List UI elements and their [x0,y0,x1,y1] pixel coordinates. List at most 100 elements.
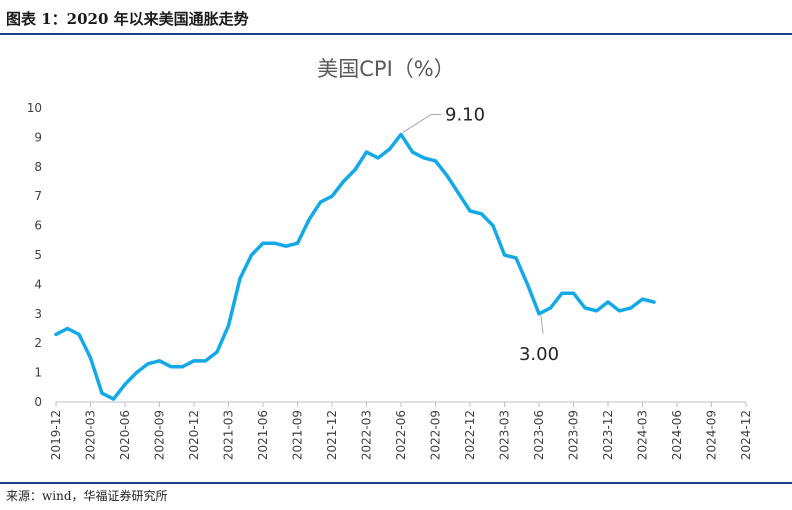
x-tick-label: 2021-09 [291,410,305,460]
data-point [123,382,127,386]
data-point [399,132,403,137]
data-point [226,323,231,328]
data-point [100,391,104,395]
y-tick-label: 8 [34,160,42,174]
x-tick-label: 2023-09 [567,410,581,460]
data-point [157,359,162,363]
x-axis: 2019-12 2020-03 2020-06 2020-09 2020-12 2021-… [49,401,753,460]
data-point [295,241,300,245]
y-tick-label: 1 [34,366,42,380]
data-point [272,241,277,245]
data-label: 9.10 [445,104,485,125]
data-point [652,300,656,304]
data-point [433,159,438,163]
data-point [65,326,70,331]
header-rule [0,33,792,35]
data-point [376,156,380,160]
data-point [330,194,334,198]
x-tick-label: 2022-09 [429,410,443,460]
x-tick-label: 2024-12 [739,410,753,460]
annotation-leader [402,114,432,133]
data-point [537,312,541,316]
data-label: 3.00 [519,344,559,365]
x-tick-label: 2023-06 [532,410,546,460]
y-tick-label: 4 [34,277,42,291]
annotation-leader [540,315,544,334]
annotation-layer: 9.10 3.00 [402,104,559,365]
data-point [491,224,495,228]
series-layer [54,132,656,401]
data-point [180,365,185,369]
y-tick-label: 6 [34,219,42,233]
data-point [192,359,196,363]
data-point [514,256,518,260]
data-point [502,253,507,257]
x-tick-label: 2021-06 [256,410,270,460]
data-point [606,300,610,304]
x-tick-label: 2022-12 [463,410,477,460]
y-tick-label: 9 [34,130,42,144]
y-tick-label: 0 [34,395,42,409]
y-tick-label: 5 [34,248,42,262]
x-tick-label: 2023-03 [498,410,512,460]
x-tick-label: 2020-09 [153,410,167,460]
cpi-series-line [54,132,656,401]
data-point [571,291,576,295]
x-tick-label: 2023-12 [601,410,615,460]
figure-title: 图表 1：2020 年以来美国通胀走势 [6,10,249,28]
x-tick-label: 2022-03 [360,410,374,460]
data-point [479,212,484,216]
y-tick-label: 3 [34,307,42,321]
data-point [88,356,93,360]
data-point [560,291,564,295]
data-point [364,150,369,154]
x-tick-label: 2021-03 [222,410,236,460]
data-point [583,306,587,310]
data-point [456,191,461,195]
data-point [353,168,357,172]
data-point [111,397,116,401]
footer-rule [0,482,792,484]
data-point [169,365,173,369]
data-point [422,156,426,160]
data-point [146,362,150,366]
data-point [468,209,472,213]
data-point [307,218,311,222]
data-point [594,309,599,313]
data-point [261,241,265,245]
data-point [284,244,288,248]
data-point [318,200,323,204]
data-point [410,150,415,154]
data-point [341,179,346,184]
data-point [238,276,242,281]
x-tick-label: 2024-09 [705,410,719,460]
x-tick-label: 2019-12 [49,410,63,460]
source-note: 来源：wind，华福证券研究所 [6,489,168,503]
y-tick-label: 7 [34,189,42,203]
data-point [629,306,633,310]
x-tick-label: 2022-06 [394,410,408,460]
data-point [203,359,208,363]
x-tick-label: 2020-12 [187,410,201,460]
data-point [134,371,139,375]
data-point [445,174,449,178]
x-tick-label: 2024-06 [670,410,684,460]
x-tick-label: 2024-03 [636,410,650,460]
data-point [617,309,622,313]
data-point [525,282,530,286]
x-tick-label: 2020-06 [118,410,132,460]
data-point [215,350,219,354]
data-point [249,253,254,257]
x-tick-label: 2020-03 [84,410,98,460]
data-point [640,297,645,301]
chart-title: 美国CPI（%） [317,57,454,81]
y-axis: 0 1 2 3 4 5 6 7 8 9 10 [27,101,42,409]
y-tick-label: 2 [34,336,42,350]
data-point [54,332,58,336]
y-tick-label: 10 [27,101,42,115]
data-point [77,332,81,336]
data-point [387,147,392,151]
x-tick-label: 2021-12 [325,410,339,460]
data-point [548,306,553,310]
